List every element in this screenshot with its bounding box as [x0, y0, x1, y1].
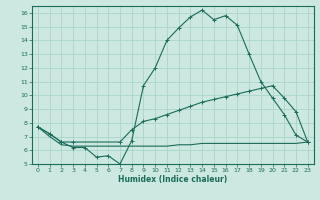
X-axis label: Humidex (Indice chaleur): Humidex (Indice chaleur): [118, 175, 228, 184]
